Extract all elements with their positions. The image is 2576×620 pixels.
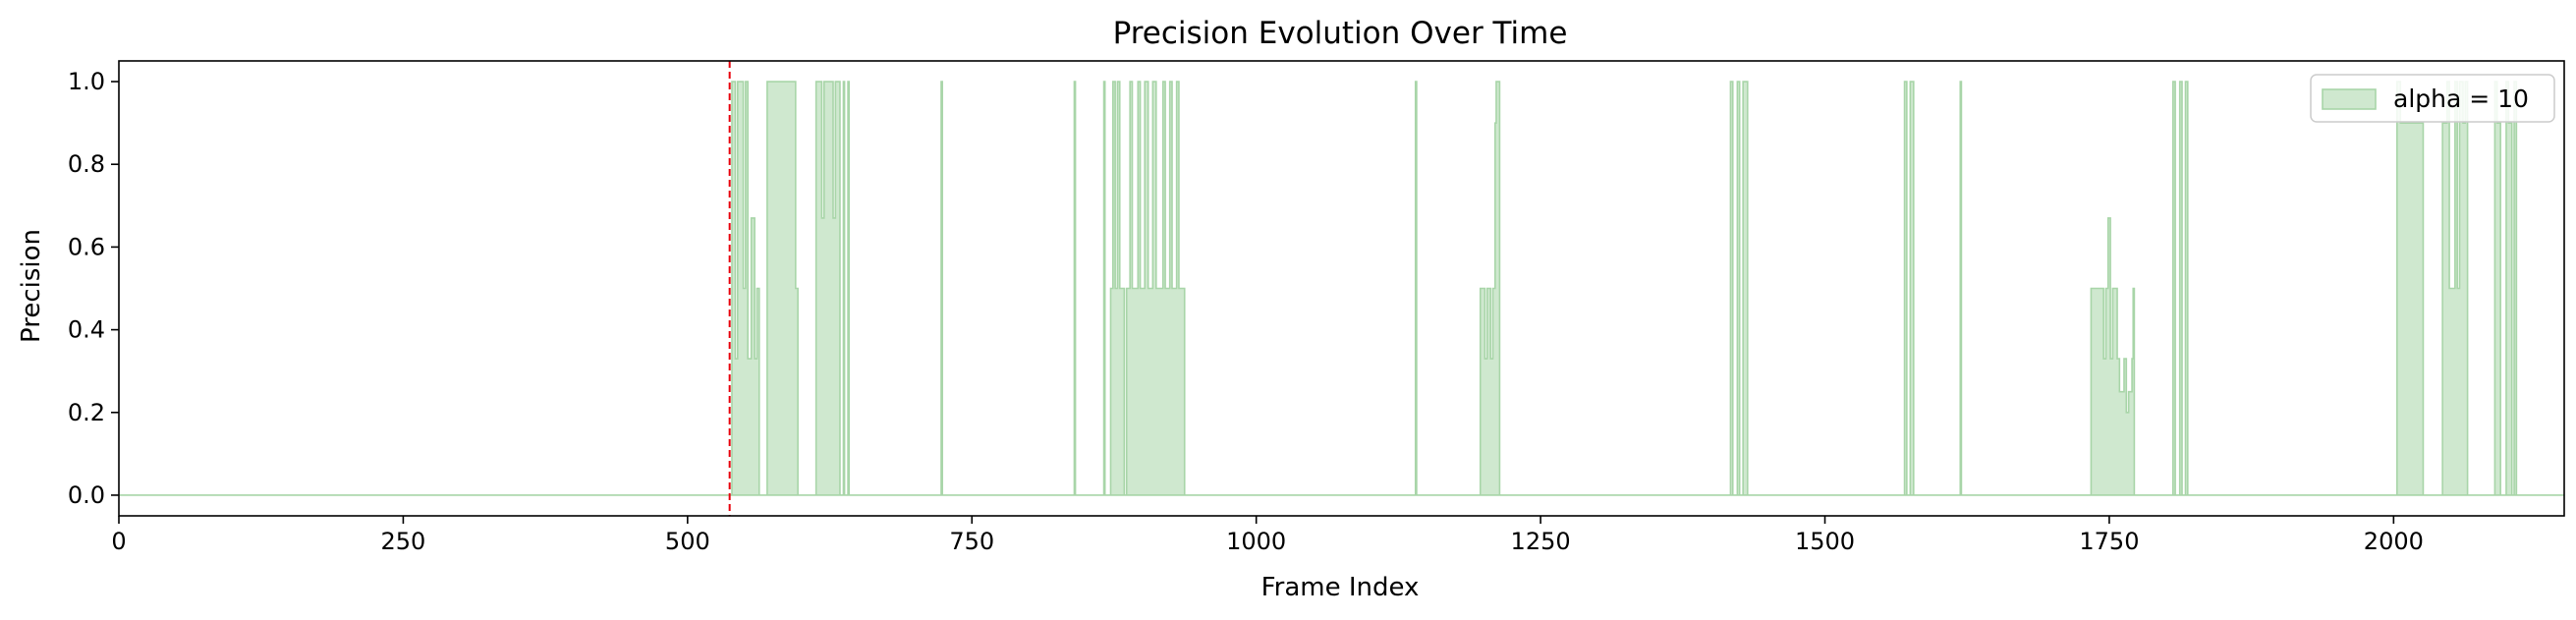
x-tick-label: 500 — [665, 528, 710, 555]
x-axis-ticks: 0 250 500 750 1000 1250 1500 1750 2000 — [111, 516, 2424, 555]
chart-title: Precision Evolution Over Time — [1113, 16, 1568, 51]
legend-entry-label: alpha = 10 — [2393, 85, 2529, 113]
legend-swatch — [2322, 88, 2377, 110]
x-axis-label: Frame Index — [1261, 573, 1420, 602]
y-tick-label: 0.6 — [68, 233, 105, 260]
x-tick-label: 0 — [111, 528, 126, 555]
x-tick-label: 1500 — [1795, 528, 1855, 555]
axes-frame — [118, 60, 2565, 517]
y-axis-label: Precision — [17, 229, 46, 343]
x-tick-label: 1250 — [1511, 528, 1571, 555]
y-tick-label: 0.0 — [68, 481, 105, 509]
y-tick-label: 0.4 — [68, 316, 105, 344]
legend: alpha = 10 — [2310, 74, 2555, 123]
x-tick-label: 750 — [949, 528, 994, 555]
legend-box — [2310, 74, 2555, 123]
y-axis-ticks: 0.0 0.2 0.4 0.6 0.8 1.0 — [68, 68, 119, 509]
y-tick-label: 0.2 — [68, 399, 105, 426]
y-tick-label: 0.8 — [68, 150, 105, 178]
x-tick-label: 1750 — [2079, 528, 2139, 555]
y-tick-label: 1.0 — [68, 68, 105, 95]
x-tick-label: 250 — [381, 528, 426, 555]
x-tick-label: 2000 — [2364, 528, 2424, 555]
x-tick-label: 1000 — [1226, 528, 1286, 555]
